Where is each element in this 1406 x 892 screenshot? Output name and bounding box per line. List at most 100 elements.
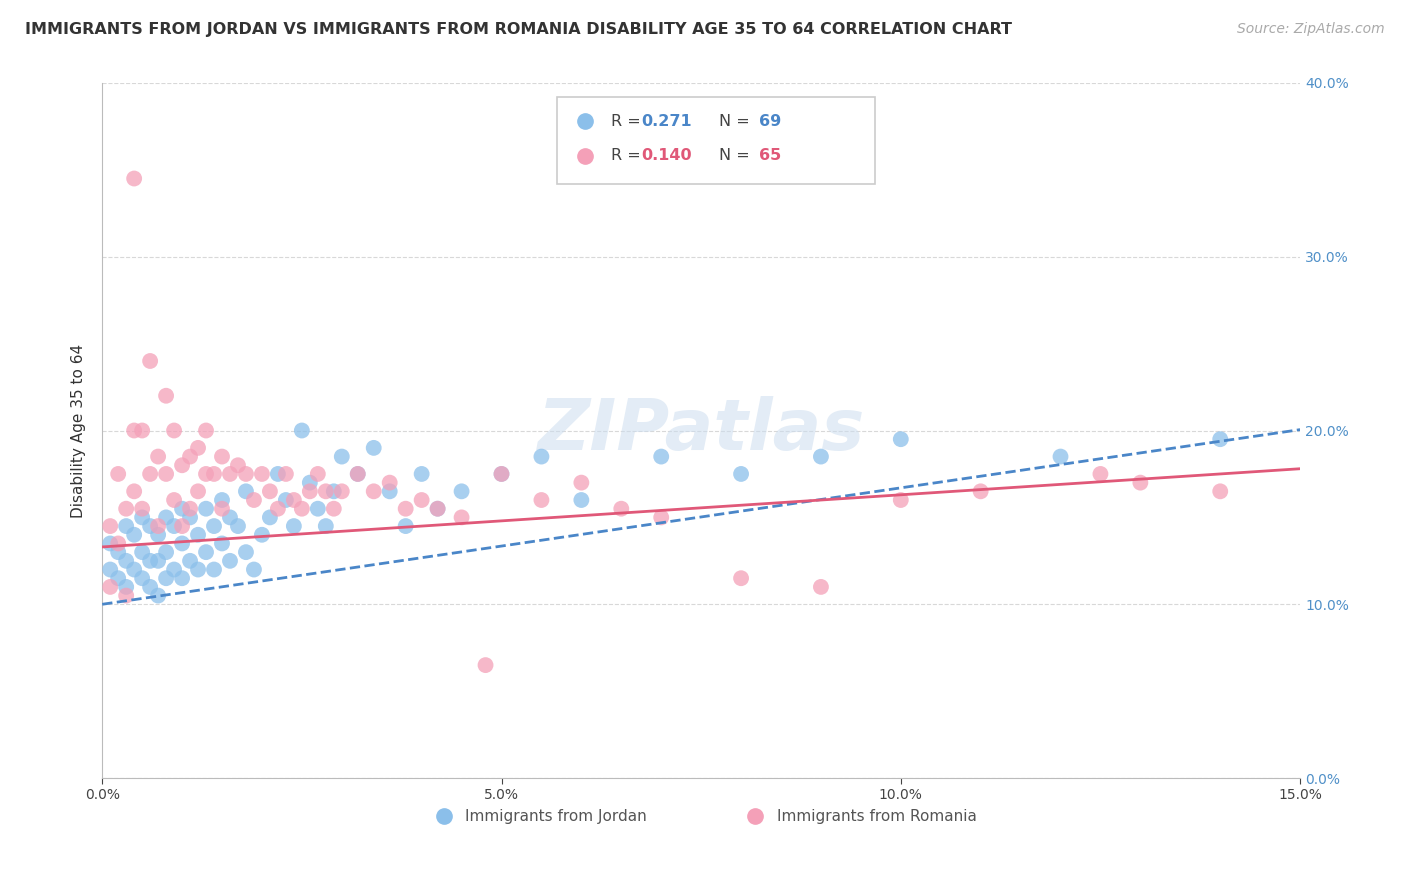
Point — [170, 536, 193, 550]
Point — [139, 354, 162, 368]
Point — [131, 501, 153, 516]
Point — [890, 432, 912, 446]
Point — [163, 424, 186, 438]
Point — [298, 475, 321, 490]
Point — [235, 545, 257, 559]
Point — [187, 441, 209, 455]
Point — [98, 562, 121, 576]
Point — [155, 545, 177, 559]
Point — [211, 450, 233, 464]
Point — [170, 519, 193, 533]
Point — [378, 484, 401, 499]
Point — [122, 528, 145, 542]
Text: ZIPatlas: ZIPatlas — [537, 396, 865, 465]
Point — [378, 475, 401, 490]
Point — [107, 536, 129, 550]
Point — [170, 571, 193, 585]
Point — [170, 458, 193, 473]
Text: Source: ZipAtlas.com: Source: ZipAtlas.com — [1237, 22, 1385, 37]
Point — [315, 484, 337, 499]
Point — [146, 554, 169, 568]
Point — [474, 658, 496, 673]
Point — [411, 493, 433, 508]
Text: R =: R = — [612, 148, 647, 163]
Point — [155, 389, 177, 403]
Point — [122, 562, 145, 576]
Point — [131, 424, 153, 438]
Point — [1129, 475, 1152, 490]
Point — [491, 467, 513, 481]
Point — [291, 424, 314, 438]
Point — [291, 501, 314, 516]
Point — [179, 554, 201, 568]
Point — [195, 545, 218, 559]
Point — [187, 484, 209, 499]
Point — [195, 424, 218, 438]
Point — [146, 528, 169, 542]
Point — [1209, 484, 1232, 499]
Point — [146, 589, 169, 603]
Point — [139, 580, 162, 594]
Point — [115, 501, 138, 516]
Point — [315, 519, 337, 533]
Point — [426, 501, 449, 516]
Point — [219, 510, 242, 524]
Point — [187, 528, 209, 542]
Point — [226, 519, 249, 533]
Point — [450, 484, 472, 499]
Point — [610, 501, 633, 516]
Point — [202, 562, 225, 576]
Point — [122, 484, 145, 499]
Point — [890, 493, 912, 508]
Point — [131, 510, 153, 524]
Point — [195, 467, 218, 481]
Point — [179, 450, 201, 464]
Point — [250, 467, 273, 481]
Point — [219, 554, 242, 568]
Text: 0.271: 0.271 — [641, 113, 692, 128]
Point — [250, 528, 273, 542]
Point — [243, 493, 266, 508]
Point — [179, 510, 201, 524]
Text: IMMIGRANTS FROM JORDAN VS IMMIGRANTS FROM ROMANIA DISABILITY AGE 35 TO 64 CORREL: IMMIGRANTS FROM JORDAN VS IMMIGRANTS FRO… — [25, 22, 1012, 37]
Point — [346, 467, 368, 481]
Point — [139, 519, 162, 533]
Point — [650, 450, 672, 464]
Point — [98, 580, 121, 594]
Point — [235, 484, 257, 499]
Point — [363, 484, 385, 499]
Point — [155, 571, 177, 585]
Point — [115, 554, 138, 568]
Point — [107, 571, 129, 585]
Point — [170, 501, 193, 516]
Point — [330, 450, 353, 464]
Point — [650, 510, 672, 524]
Point — [330, 484, 353, 499]
Text: 0.140: 0.140 — [641, 148, 692, 163]
Point — [322, 484, 344, 499]
Text: N =: N = — [718, 113, 755, 128]
Point — [491, 467, 513, 481]
Point — [283, 519, 305, 533]
Point — [122, 171, 145, 186]
Point — [243, 562, 266, 576]
Point — [235, 467, 257, 481]
Point — [179, 501, 201, 516]
Point — [226, 458, 249, 473]
Point — [411, 467, 433, 481]
Point — [131, 545, 153, 559]
Point — [163, 493, 186, 508]
Point — [115, 589, 138, 603]
Point — [569, 493, 592, 508]
Point — [211, 536, 233, 550]
Point — [139, 554, 162, 568]
Point — [107, 545, 129, 559]
Point — [202, 519, 225, 533]
Point — [322, 501, 344, 516]
Point — [730, 467, 752, 481]
Point — [267, 467, 290, 481]
Point — [98, 536, 121, 550]
Point — [569, 475, 592, 490]
Point — [810, 450, 832, 464]
Text: 69: 69 — [759, 113, 780, 128]
